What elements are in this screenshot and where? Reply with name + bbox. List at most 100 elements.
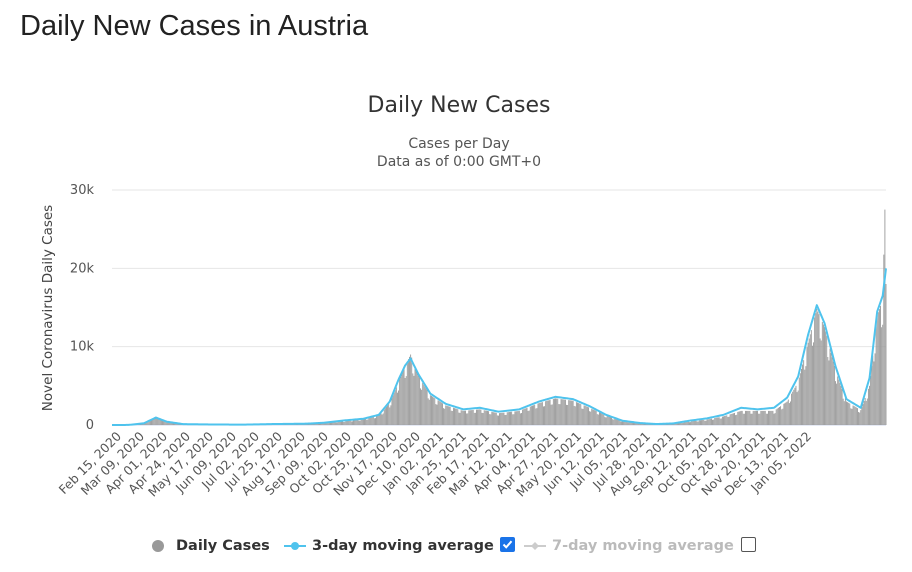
- bar-daily-cases[interactable]: [474, 412, 476, 425]
- bar-daily-cases[interactable]: [487, 410, 488, 425]
- bar-daily-cases[interactable]: [741, 410, 743, 425]
- bar-daily-cases[interactable]: [338, 421, 340, 425]
- bar-daily-cases[interactable]: [145, 421, 147, 425]
- bar-daily-cases[interactable]: [502, 412, 504, 425]
- bar-daily-cases[interactable]: [369, 417, 371, 425]
- bar-daily-cases[interactable]: [838, 379, 840, 425]
- bar-daily-cases[interactable]: [159, 419, 161, 425]
- bar-daily-cases[interactable]: [347, 420, 349, 425]
- bar-daily-cases[interactable]: [393, 392, 395, 425]
- bar-daily-cases[interactable]: [439, 401, 441, 425]
- bar-daily-cases[interactable]: [842, 398, 844, 425]
- bar-daily-cases[interactable]: [584, 405, 586, 425]
- bar-daily-cases[interactable]: [355, 419, 357, 425]
- bar-daily-cases[interactable]: [157, 417, 159, 425]
- bar-daily-cases[interactable]: [684, 422, 686, 425]
- bar-daily-cases[interactable]: [615, 418, 617, 425]
- bar-daily-cases[interactable]: [742, 413, 744, 425]
- bar-daily-cases[interactable]: [674, 423, 676, 425]
- bar-daily-cases[interactable]: [326, 422, 328, 425]
- bar-daily-cases[interactable]: [495, 412, 497, 425]
- bar-daily-cases[interactable]: [749, 410, 751, 425]
- bar-daily-cases[interactable]: [836, 383, 838, 425]
- bar-daily-cases[interactable]: [410, 354, 412, 426]
- bar-daily-cases[interactable]: [367, 419, 369, 425]
- bar-daily-cases[interactable]: [158, 419, 160, 425]
- bar-daily-cases[interactable]: [527, 410, 529, 425]
- bar-daily-cases[interactable]: [562, 399, 564, 425]
- bar-daily-cases[interactable]: [505, 414, 507, 425]
- bar-daily-cases[interactable]: [452, 407, 454, 425]
- bar-daily-cases[interactable]: [522, 409, 524, 425]
- bar-daily-cases[interactable]: [673, 423, 675, 425]
- bar-daily-cases[interactable]: [563, 399, 565, 425]
- bar-daily-cases[interactable]: [709, 418, 711, 425]
- bar-daily-cases[interactable]: [560, 399, 562, 425]
- bar-daily-cases[interactable]: [597, 414, 599, 425]
- bar-daily-cases[interactable]: [538, 403, 540, 425]
- bar-daily-cases[interactable]: [704, 420, 706, 425]
- bar-daily-cases[interactable]: [781, 409, 783, 425]
- bar-daily-cases[interactable]: [841, 388, 843, 425]
- bar-daily-cases[interactable]: [777, 407, 779, 425]
- bar-daily-cases[interactable]: [581, 408, 583, 425]
- bar-daily-cases[interactable]: [532, 405, 533, 425]
- bar-daily-cases[interactable]: [511, 411, 513, 425]
- bar-daily-cases[interactable]: [568, 400, 570, 425]
- bar-daily-cases[interactable]: [881, 327, 883, 425]
- bar-daily-cases[interactable]: [413, 375, 415, 425]
- bar-daily-cases[interactable]: [593, 409, 595, 425]
- bar-daily-cases[interactable]: [376, 416, 378, 425]
- bar-daily-cases[interactable]: [382, 413, 384, 425]
- bar-daily-cases[interactable]: [444, 408, 446, 425]
- bar-daily-cases[interactable]: [421, 389, 423, 425]
- bar-daily-cases[interactable]: [518, 410, 520, 425]
- bar-daily-cases[interactable]: [388, 404, 390, 425]
- bar-daily-cases[interactable]: [795, 385, 797, 425]
- bar-daily-cases[interactable]: [626, 421, 628, 425]
- bar-daily-cases[interactable]: [606, 415, 608, 425]
- bar-daily-cases[interactable]: [876, 315, 878, 425]
- bar-daily-cases[interactable]: [634, 422, 636, 425]
- bar-daily-cases[interactable]: [368, 417, 370, 425]
- bar-daily-cases[interactable]: [174, 422, 176, 425]
- bar-daily-cases[interactable]: [574, 406, 576, 425]
- bar-daily-cases[interactable]: [591, 408, 593, 425]
- bar-daily-cases[interactable]: [445, 405, 447, 425]
- bar-daily-cases[interactable]: [467, 413, 469, 425]
- bar-daily-cases[interactable]: [682, 422, 684, 425]
- bar-daily-cases[interactable]: [687, 421, 689, 425]
- bar-daily-cases[interactable]: [752, 410, 754, 425]
- bar-daily-cases[interactable]: [596, 414, 598, 425]
- bar-daily-cases[interactable]: [720, 418, 722, 425]
- bar-daily-cases[interactable]: [436, 404, 438, 425]
- legend-item-daily-cases[interactable]: Daily Cases: [150, 534, 270, 558]
- bar-daily-cases[interactable]: [607, 416, 609, 425]
- bar-daily-cases[interactable]: [500, 413, 502, 425]
- bar-daily-cases[interactable]: [751, 413, 753, 425]
- bar-daily-cases[interactable]: [817, 311, 819, 425]
- bar-daily-cases[interactable]: [556, 398, 558, 425]
- bar-daily-cases[interactable]: [317, 423, 319, 425]
- moving-average-lines[interactable]: [111, 268, 887, 426]
- bar-daily-cases[interactable]: [864, 397, 866, 425]
- bar-daily-cases[interactable]: [406, 361, 408, 425]
- bar-daily-cases[interactable]: [772, 410, 774, 425]
- bar-daily-cases[interactable]: [608, 416, 610, 425]
- bar-daily-cases[interactable]: [806, 347, 808, 425]
- bar-daily-cases[interactable]: [513, 414, 515, 425]
- bar-daily-cases[interactable]: [330, 422, 331, 425]
- bar-daily-cases[interactable]: [164, 420, 166, 425]
- bar-daily-cases[interactable]: [468, 410, 470, 425]
- bar-daily-cases[interactable]: [427, 398, 429, 425]
- bar-daily-cases[interactable]: [512, 414, 514, 425]
- bar-daily-cases[interactable]: [461, 410, 463, 425]
- bar-daily-cases[interactable]: [401, 374, 403, 425]
- bar-daily-cases[interactable]: [835, 381, 836, 425]
- bar-daily-cases[interactable]: [381, 414, 383, 425]
- bar-daily-cases[interactable]: [373, 418, 375, 425]
- bar-daily-cases[interactable]: [724, 416, 726, 425]
- bar-daily-cases[interactable]: [339, 421, 341, 425]
- bar-daily-cases[interactable]: [756, 410, 757, 425]
- bar-daily-cases[interactable]: [713, 419, 715, 425]
